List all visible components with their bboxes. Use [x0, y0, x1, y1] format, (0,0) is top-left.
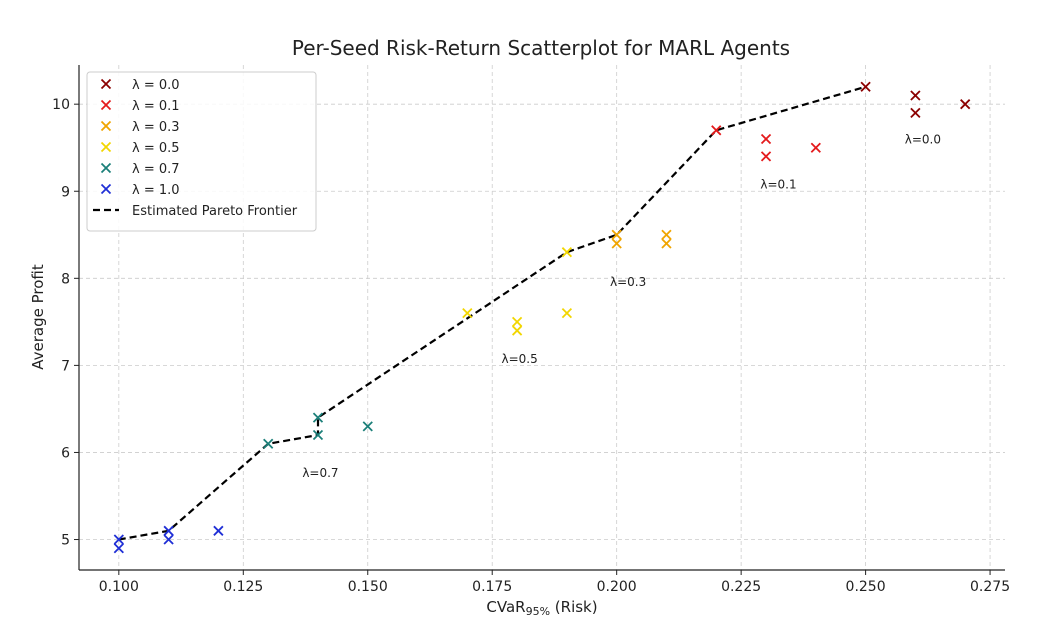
data-point: [611, 229, 622, 240]
x-axis-label-main: CVaR: [486, 598, 525, 616]
x-tick-label: 0.225: [721, 579, 761, 595]
data-point: [113, 543, 124, 554]
data-point: [511, 325, 523, 336]
x-axis-label: CVaR95% (Risk): [486, 598, 597, 618]
data-point: [711, 125, 722, 136]
legend-label: λ = 0.0: [132, 78, 180, 93]
y-tick-label: 5: [61, 533, 70, 549]
point-annotation: λ=0.5: [501, 352, 537, 366]
point-annotation: λ=0.7: [302, 466, 338, 480]
legend-box: [86, 71, 317, 232]
legend-marker: [100, 162, 112, 174]
data-point: [312, 412, 324, 423]
pareto-frontier-line: [118, 85, 866, 541]
legend-marker: [100, 120, 112, 132]
x-tick-label: 0.150: [348, 579, 388, 595]
point-annotation: λ=0.1: [760, 178, 796, 192]
data-point: [163, 525, 174, 536]
data-points: [113, 81, 971, 554]
x-tick-label: 0.250: [846, 579, 886, 595]
x-tick-label: 0.275: [970, 579, 1010, 595]
legend-label: Estimated Pareto Frontier: [132, 204, 298, 219]
data-point: [362, 421, 373, 432]
data-point: [213, 525, 224, 536]
legend-marker: [100, 183, 112, 195]
y-tick-label: 9: [61, 184, 70, 200]
data-point: [910, 90, 921, 101]
legend-marker: [100, 99, 112, 111]
data-point: [910, 107, 921, 119]
legend-marker: [100, 78, 112, 90]
annotations: λ=0.0 λ=0.1 λ=0.3 λ=0.5 λ=0.7: [302, 132, 941, 479]
legend-label: λ = 0.7: [132, 162, 180, 177]
x-axis-label-subscript: 95%: [526, 605, 550, 618]
data-point: [760, 151, 772, 162]
point-annotation: λ=0.0: [905, 132, 941, 146]
data-point: [263, 438, 274, 449]
y-tick-label: 6: [61, 445, 70, 461]
data-point: [810, 142, 821, 153]
y-tick-label: 8: [61, 271, 70, 287]
data-point: [661, 238, 672, 249]
grid-lines: [79, 65, 1005, 570]
pareto-frontier: [118, 85, 866, 541]
point-annotation: λ=0.3: [610, 275, 646, 289]
legend-label: λ = 1.0: [132, 183, 180, 198]
legend: λ = 0.0 λ = 0.1 λ = 0.3 λ = 0.5 λ = 0.7 λ = 1…: [86, 71, 317, 232]
x-tick-label: 0.200: [597, 579, 637, 595]
data-point: [760, 133, 772, 145]
data-point: [860, 81, 871, 92]
y-tick-label: 7: [61, 358, 70, 374]
legend-label: λ = 0.3: [132, 120, 180, 135]
legend-label: λ = 0.5: [132, 141, 180, 156]
data-point: [561, 247, 573, 258]
data-point: [113, 534, 124, 545]
data-point: [312, 429, 324, 441]
x-tick-label: 0.100: [99, 579, 139, 595]
data-point: [561, 308, 573, 319]
x-tick-label: 0.175: [472, 579, 512, 595]
data-point: [661, 229, 672, 240]
legend-label: λ = 0.1: [132, 99, 180, 114]
y-axis-label: Average Profit: [29, 264, 47, 370]
legend-marker: [100, 141, 112, 153]
data-point: [462, 308, 473, 319]
x-tick-label: 0.125: [223, 579, 263, 595]
x-axis-label-suffix: (Risk): [550, 598, 598, 616]
chart-title: Per-Seed Risk-Return Scatterplot for MAR…: [292, 36, 790, 60]
data-point: [163, 534, 174, 545]
data-point: [511, 316, 523, 327]
data-point: [611, 238, 622, 249]
axes: 0.100 0.125 0.150 0.175 0.200 0.225 0.250 0.275…: [52, 65, 1010, 595]
y-tick-label: 10: [52, 97, 70, 113]
data-point: [960, 99, 971, 110]
